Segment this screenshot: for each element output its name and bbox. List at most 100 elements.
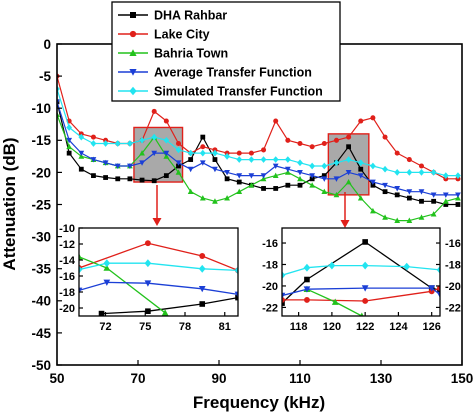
legend-lake-city-label: Lake City: [154, 28, 210, 42]
inset-right-dha-rahbar-point: [282, 300, 285, 306]
inset-right-y-tick-label: -22: [262, 302, 278, 314]
main-bahria-town-point: [139, 150, 145, 156]
inset-right-simulated-transfer-function-point: [403, 262, 411, 271]
inset-right-simulated-transfer-function-point: [361, 261, 369, 270]
main-simulated-transfer-function-point: [284, 156, 291, 163]
main-bahria-town-point: [272, 172, 279, 179]
main-simulated-transfer-function-point: [260, 156, 267, 163]
inset-right-average-transfer-function-point: [436, 291, 440, 299]
main-bahria-town-point: [382, 214, 388, 220]
main-average-transfer-function-point: [370, 179, 376, 186]
main-lake-city-point: [200, 144, 206, 150]
main-lake-city-point: [151, 108, 157, 114]
main-simulated-transfer-function-point: [224, 152, 230, 160]
inset-right-simulated-transfer-function-line: [282, 264, 440, 276]
main-bahria-town-point: [309, 182, 316, 188]
inset-left-lake-city-point: [199, 253, 206, 259]
inset-left-average-transfer-function-point: [103, 279, 111, 286]
inset-right-simulated-transfer-function-point: [303, 263, 311, 272]
main-lake-city-point: [418, 163, 425, 169]
callout-arrows: [152, 185, 350, 228]
main-dha-rahbar-point: [66, 150, 72, 156]
main-simulated-transfer-function-point: [394, 169, 401, 176]
legend-bahria-town-marker: [129, 49, 137, 56]
inset-right-tick-layer: 118 120 122 124 126 -16 -18 -20 -22 -16 -18 -20 -22: [262, 238, 461, 333]
inset-right-lake-city-point: [437, 285, 440, 292]
main-bahria-town-point: [297, 175, 303, 182]
main-simulated-transfer-function-point: [418, 169, 425, 176]
main-simulated-transfer-function-point: [212, 149, 218, 157]
main-average-transfer-function-point: [224, 170, 230, 176]
main-lake-city-point: [309, 144, 315, 150]
main-y-tick-label: -5: [39, 69, 51, 84]
main-dha-rahbar-point: [139, 177, 145, 183]
main-dha-rahbar-point: [188, 157, 194, 162]
main-dha-rahbar-point: [236, 179, 242, 185]
main-dha-rahbar-point: [431, 198, 437, 204]
main-bahria-town-point: [199, 195, 206, 201]
inset-left-tick-layer: 72 75 78 81 -10 -12 -14 -16 -18 -20: [59, 223, 231, 333]
inset-left-x-tick-label: 78: [179, 321, 191, 333]
main-dha-rahbar-point: [176, 163, 181, 169]
legend-simulated-transfer-function-marker: [129, 86, 137, 96]
main-simulated-transfer-function-point: [151, 133, 158, 141]
inset-right-lake-city-point: [362, 298, 369, 304]
main-dha-rahbar-point: [309, 176, 315, 182]
main-average-transfer-function-point: [102, 160, 109, 166]
inset-left-simulated-transfer-function-point: [103, 259, 111, 268]
main-average-transfer-function-point: [345, 170, 352, 176]
main-bahria-town-point: [357, 195, 364, 201]
main-bahria-town-point: [442, 198, 449, 204]
inset-left-lake-city-point: [144, 240, 151, 247]
main-x-tick-label: 70: [130, 371, 145, 386]
main-average-transfer-function-point: [248, 173, 255, 179]
main-dha-rahbar-point: [200, 134, 206, 140]
main-average-transfer-function-point: [309, 173, 316, 179]
main-dha-rahbar-point: [285, 182, 291, 188]
inset-left-lake-city-line: [79, 242, 238, 272]
main-average-transfer-function-point: [127, 163, 133, 169]
inset-left-dha-rahbar-point: [145, 308, 151, 314]
inset-left-dha-rahbar-point: [98, 310, 105, 316]
main-average-transfer-function-point: [163, 150, 170, 157]
main-simulated-transfer-function-point: [297, 159, 303, 167]
inset-right-series-layer: [282, 239, 440, 316]
main-lake-city-point: [358, 118, 364, 124]
main-bahria-town-point: [224, 195, 230, 201]
main-dha-rahbar-point: [78, 166, 84, 172]
inset-right-simulated-transfer-function-point: [436, 265, 440, 274]
main-dha-rahbar-point: [212, 157, 218, 162]
inset-left-plot: 72 75 78 81 -10 -12 -14 -16 -18 -20: [59, 223, 239, 333]
main-lake-city-point: [236, 150, 242, 156]
main-x-tick-label: 150: [451, 371, 474, 386]
inset-left-x-tick-label: 72: [99, 321, 111, 333]
main-y-tick-label: -10: [31, 101, 51, 116]
inset-left-dha-rahbar-point: [199, 301, 206, 307]
legend-average-transfer-function-marker: [129, 69, 137, 76]
main-bahria-town-point: [175, 169, 182, 175]
main-bahria-town-point: [321, 188, 328, 195]
inset-right-lake-city-point: [304, 296, 310, 303]
inset-right-dha-rahbar-point: [304, 276, 310, 283]
main-dha-rahbar-point: [273, 186, 279, 191]
main-dha-rahbar-point: [103, 175, 108, 180]
inset-left-x-tick-label: 75: [139, 321, 151, 333]
inset-right-x-tick-label: 118: [290, 321, 308, 333]
main-x-tick-label: 130: [370, 371, 393, 386]
main-simulated-transfer-function-point: [333, 159, 340, 167]
inset-right-right-y-tick-label: -16: [445, 238, 461, 250]
inset-right-dha-rahbar-point: [362, 239, 368, 245]
main-average-transfer-function-point: [139, 160, 145, 166]
main-simulated-transfer-function-line: [57, 88, 458, 177]
main-simulated-transfer-function-point: [102, 140, 109, 147]
main-average-transfer-function-point: [406, 189, 413, 195]
inset-right-y-tick-label: -16: [262, 238, 278, 250]
main-average-transfer-function-point: [114, 163, 121, 169]
main-lake-city-point: [90, 134, 96, 140]
inset-left-average-transfer-function-point: [144, 280, 152, 287]
main-simulated-transfer-function-point: [345, 156, 352, 163]
main-average-transfer-function-point: [151, 150, 158, 157]
main-bahria-town-point: [187, 188, 194, 195]
main-average-transfer-function-point: [394, 186, 401, 192]
main-bahria-town-point: [370, 207, 376, 214]
